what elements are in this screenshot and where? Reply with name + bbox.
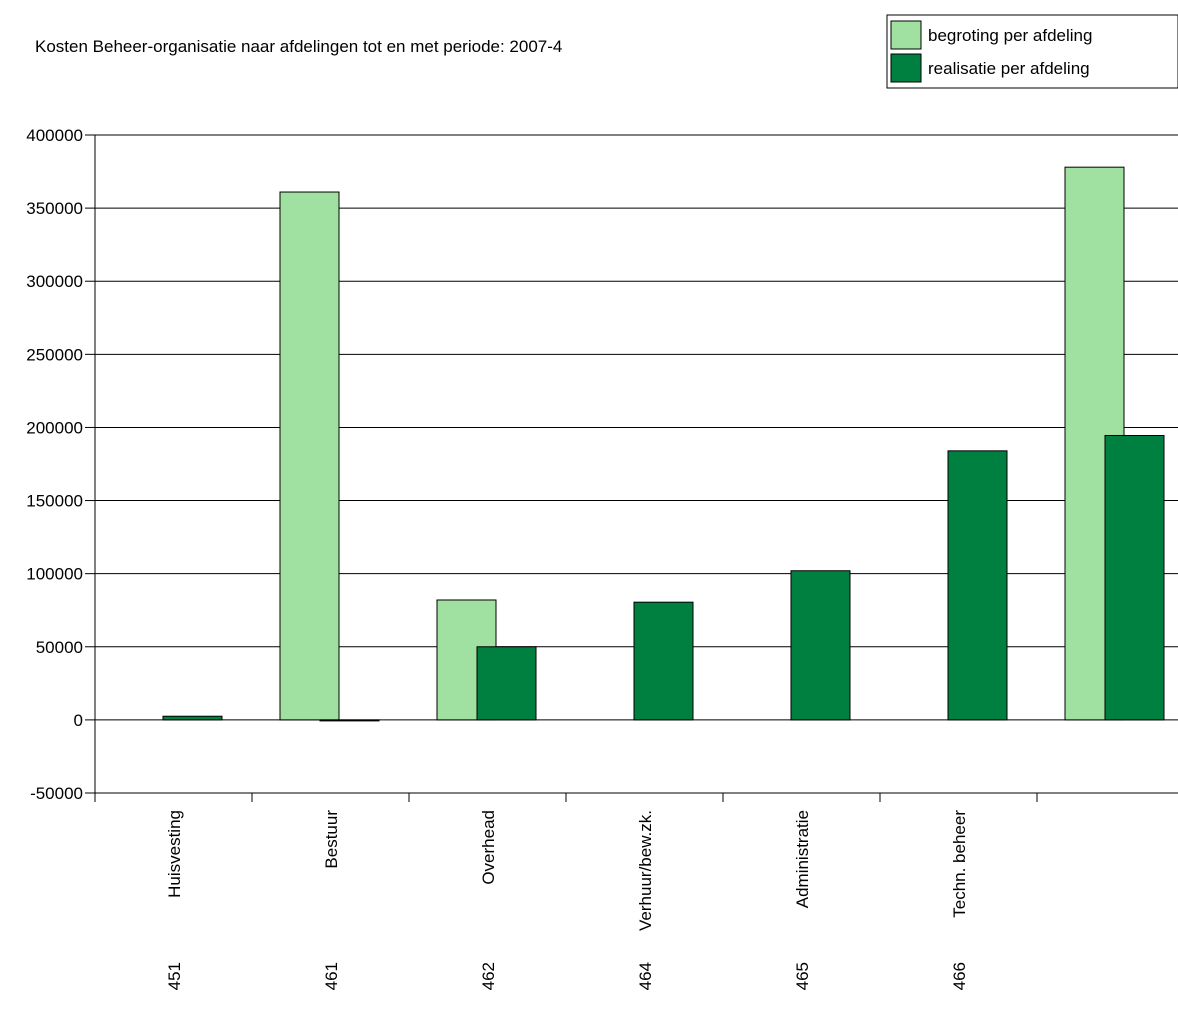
legend-label-begroting: begroting per afdeling	[928, 26, 1092, 45]
y-tick-label: 0	[74, 711, 83, 730]
y-tick-label: 200000	[26, 418, 83, 437]
y-tick-label: 50000	[36, 638, 83, 657]
x-category-code: 451	[165, 962, 184, 990]
x-axis-labels: Huisvesting 451 Bestuur 461 Overhead 462 Verhu…	[165, 810, 969, 991]
legend-box	[886, 14, 1178, 89]
x-category-code: 462	[479, 962, 498, 990]
x-category-label: Huisvesting	[165, 810, 184, 898]
bar-realisatie	[633, 601, 694, 721]
bar-begroting	[279, 191, 340, 721]
chart-title: Kosten Beheer-organisatie naar afdelinge…	[35, 37, 562, 56]
y-tick-label: 350000	[26, 199, 83, 218]
y-tick-label: 100000	[26, 565, 83, 584]
y-axis-ticks: -50000 0 50000 100000 150000 200000 250000 3000…	[26, 126, 95, 803]
x-category-label: Overhead	[479, 810, 498, 885]
y-tick-label: 150000	[26, 492, 83, 511]
y-tick-label: 250000	[26, 345, 83, 364]
x-category-label: Bestuur	[322, 810, 341, 869]
legend-label-realisatie: realisatie per afdeling	[928, 59, 1090, 78]
bar-realisatie	[319, 719, 380, 722]
legend: begroting per afdeling realisatie per af…	[886, 14, 1178, 89]
legend-swatch-begroting	[890, 20, 922, 50]
y-tick-label: -50000	[30, 784, 83, 803]
x-category-label: Administratie	[793, 810, 812, 908]
x-category-label: Techn. beheer	[950, 810, 969, 918]
bar-realisatie	[162, 715, 223, 721]
y-tick-label: 400000	[26, 126, 83, 145]
y-tick-label: 300000	[26, 272, 83, 291]
x-category-code: 466	[950, 962, 969, 990]
bar-realisatie	[947, 450, 1008, 721]
x-category-code: 461	[322, 962, 341, 990]
x-category-code: 464	[636, 962, 655, 990]
bars	[162, 166, 1165, 722]
x-category-code: 465	[793, 962, 812, 990]
bar-realisatie	[476, 646, 537, 721]
bar-realisatie	[790, 570, 851, 721]
x-category-label: Verhuur/bew.zk.	[636, 810, 655, 931]
legend-swatch-realisatie	[890, 53, 922, 83]
bar-realisatie	[1104, 434, 1165, 721]
axes	[94, 135, 1178, 802]
